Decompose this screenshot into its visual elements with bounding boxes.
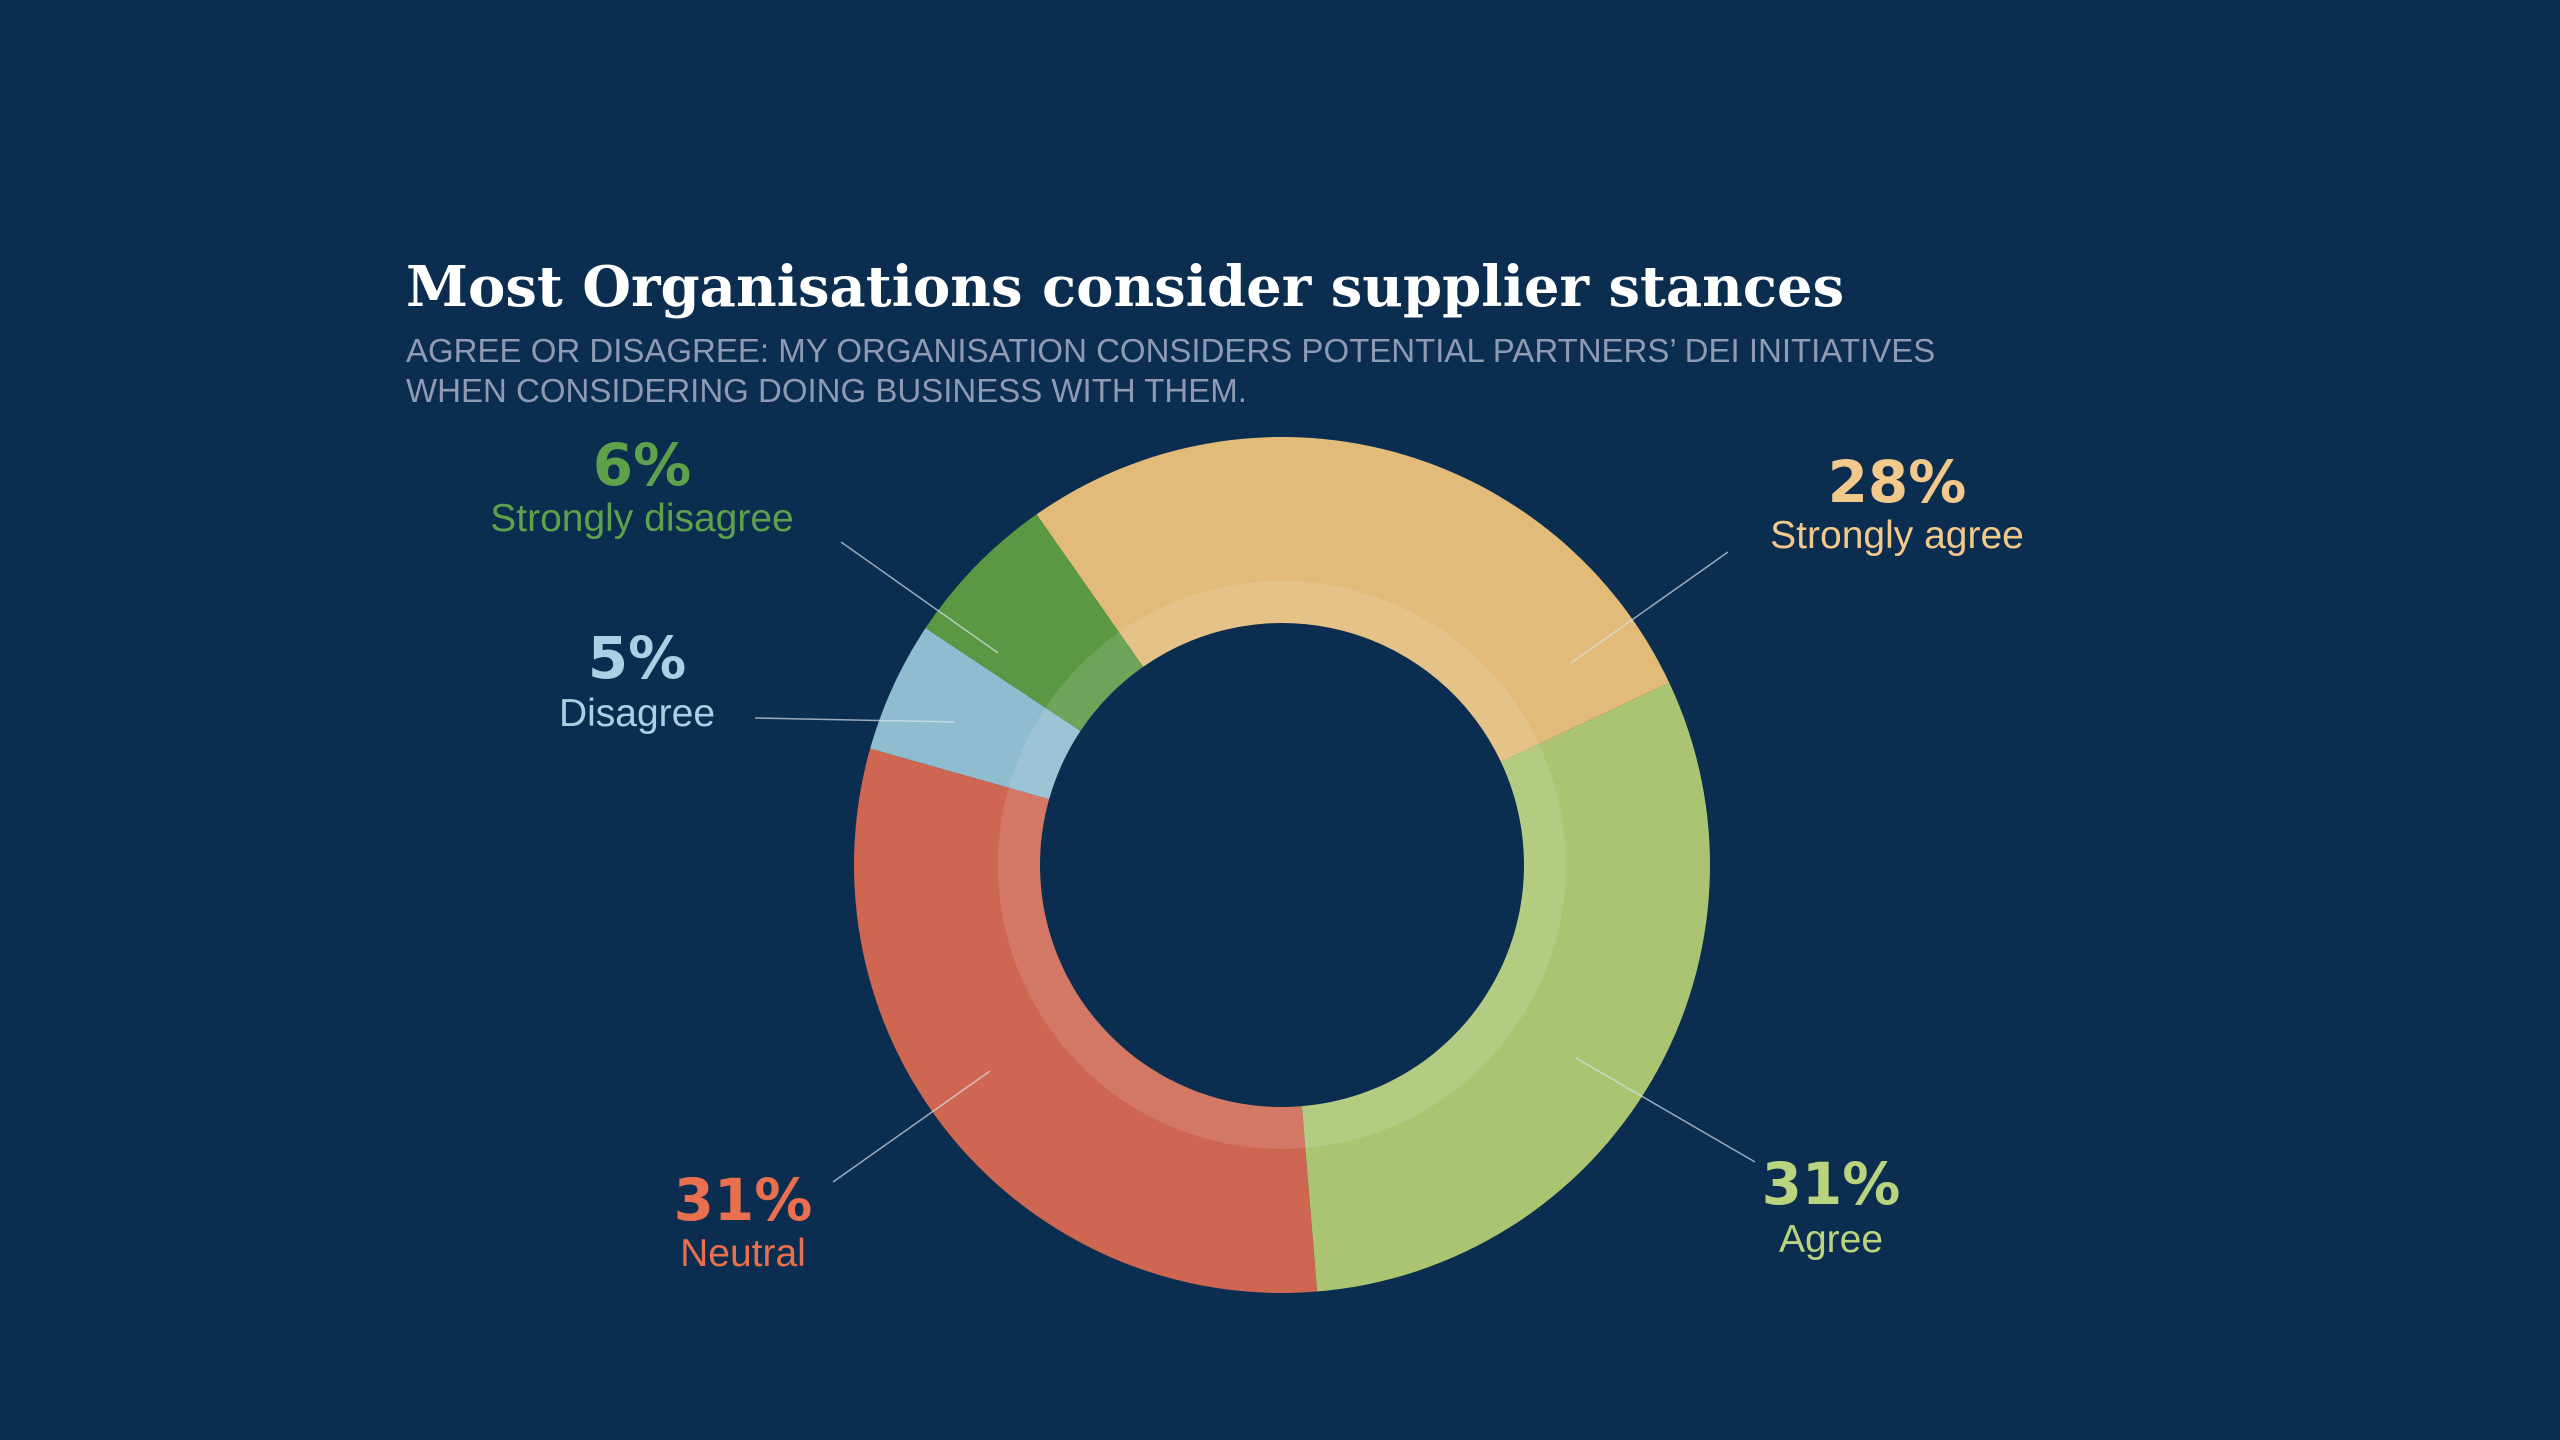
labels: 28%Strongly agree31%Agree31%Neutral5%Dis… [490,431,2024,1275]
category-label: Strongly agree [1770,514,2024,557]
category-label: Strongly disagree [490,497,794,540]
leader-line [1575,1057,1756,1163]
value-label: 31% [674,1166,813,1234]
donut-slice [1036,437,1670,762]
donut-slice [870,628,1081,800]
leader-line [754,717,956,723]
leader-line [840,541,999,654]
inner-ring-highlight [998,581,1566,1149]
value-label: 31% [1762,1150,1901,1218]
category-label: Agree [1779,1218,1883,1261]
leader-line [1570,551,1729,664]
chart-title: Most Organisations consider supplier sta… [406,254,1844,320]
value-label: 28% [1828,448,1967,516]
value-label: 6% [593,431,691,499]
value-label: 5% [588,624,686,692]
subtitle-line: WHEN CONSIDERING DOING BUSINESS WITH THE… [406,372,1247,409]
donut-slice [854,748,1318,1293]
donut-slice [1301,682,1710,1292]
donut [854,437,1710,1293]
leader-line [832,1070,991,1183]
subtitle-line: AGREE OR DISAGREE: MY ORGANISATION CONSI… [406,332,1935,369]
donut-slice [925,514,1144,732]
category-label: Disagree [559,692,715,735]
category-label: Neutral [680,1232,806,1275]
